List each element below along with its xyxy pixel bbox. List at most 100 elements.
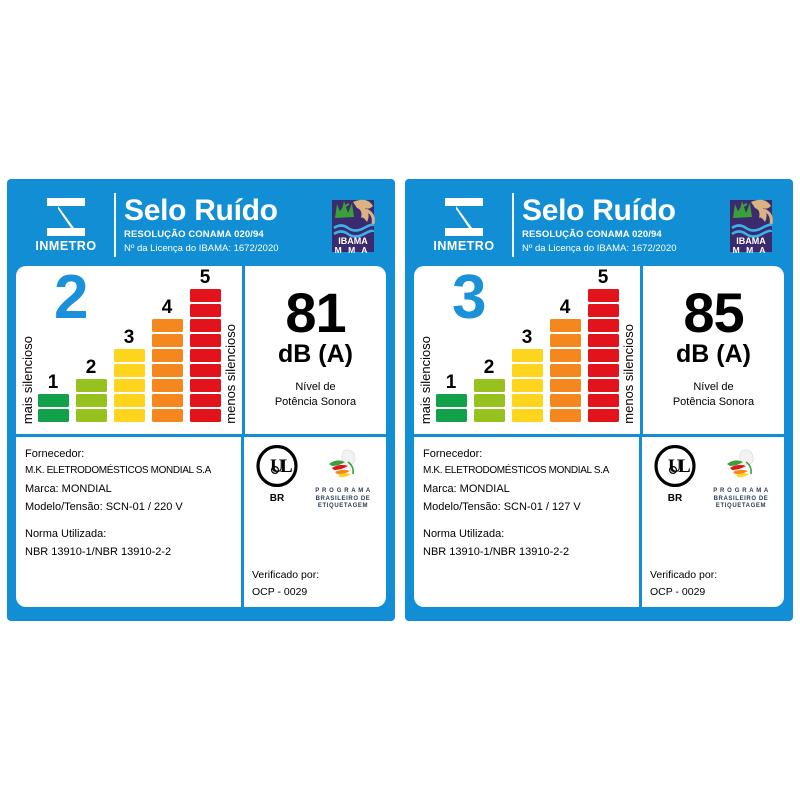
bar-segment — [587, 304, 619, 317]
ibama-mma-icon: IBAMA — [721, 192, 779, 259]
card-vertical-divider — [640, 266, 643, 434]
lower-vertical-divider — [241, 437, 244, 607]
ibama-logo-block: IBAMA M M A — [718, 189, 782, 261]
certification-logos: U L R BR — [252, 444, 380, 511]
supplier-label: Fornecedor: — [25, 448, 85, 460]
bar-segment — [151, 334, 183, 347]
bar-label: 1 — [47, 372, 59, 393]
verified-value: OCP - 0029 — [650, 586, 706, 599]
bar-segment — [473, 409, 505, 422]
svg-text:R: R — [671, 469, 675, 474]
bar-segment — [511, 364, 543, 377]
bar-segment — [587, 289, 619, 302]
ibama-mma-sub: M M A — [732, 245, 768, 255]
noise-scale-chart: 3 mais silencioso 1 2 3 4 5 menos silencioso — [414, 266, 640, 434]
verified-label: Verificado por: — [650, 569, 718, 582]
bar-segment — [549, 319, 581, 332]
bar-item: 2 — [75, 358, 107, 422]
svg-text:IBAMA: IBAMA — [338, 236, 368, 246]
bar-item: 5 — [189, 267, 221, 422]
bar-label: 2 — [483, 357, 495, 378]
inmetro-logo-block: INMETRO — [418, 189, 510, 261]
card-vertical-divider — [242, 266, 245, 434]
db-caption-line1: Nível de — [693, 381, 734, 394]
label-card: 3 mais silencioso 1 2 3 4 5 menos silencioso… — [414, 266, 784, 607]
bar-segment — [189, 334, 221, 347]
header-text-block: Selo Ruído RESOLUÇÃO CONAMA 020/94 Nº da… — [522, 189, 718, 261]
bar-label: 3 — [123, 327, 135, 348]
norm-value: NBR 13910-1/NBR 13910-2-2 — [25, 546, 172, 559]
bar-column — [151, 319, 183, 422]
ibama-logo-block: IBAMA M M A — [320, 189, 384, 261]
header-text-block: Selo Ruído RESOLUÇÃO CONAMA 020/94 Nº da… — [124, 189, 320, 261]
info-spacer — [25, 516, 233, 525]
bar-segment — [151, 349, 183, 362]
header-divider — [114, 193, 116, 257]
bar-segment — [113, 349, 145, 362]
label-card: 2 mais silencioso 1 2 3 4 5 menos silencioso… — [16, 266, 386, 607]
pbe-text: P R O G R A M A BRASILEIRO DE ETIQUETAGE… — [315, 488, 371, 511]
bar-segment — [151, 319, 183, 332]
verified-label: Verificado por: — [252, 569, 320, 582]
bar-segment — [435, 394, 467, 407]
bar-segment — [549, 364, 581, 377]
verified-block: Verificado por: OCP - 0029 — [650, 561, 778, 601]
pbe-shuttlecock-icon — [721, 448, 761, 487]
model-voltage-line: Modelo/Tensão: SCN-01 / 220 V — [25, 500, 183, 513]
noise-scale-chart: 2 mais silencioso 1 2 3 4 5 menos silencioso — [16, 266, 242, 434]
bar-segment — [151, 409, 183, 422]
inmetro-label: INMETRO — [35, 239, 97, 253]
card-upper: 2 mais silencioso 1 2 3 4 5 menos silencioso… — [16, 266, 386, 434]
bar-segment — [511, 349, 543, 362]
ul-mark-block: U L R BR — [652, 444, 698, 504]
model-voltage-line: Modelo/Tensão: SCN-01 / 127 V — [423, 500, 581, 513]
certification-logos: U L R BR — [650, 444, 778, 511]
bar-segment — [75, 394, 107, 407]
bar-label: 5 — [199, 267, 211, 288]
bar-segment — [587, 349, 619, 362]
bar-segment — [189, 289, 221, 302]
bar-label: 5 — [597, 267, 609, 288]
ul-certification-icon: U L R — [654, 444, 696, 492]
ul-mark-block: U L R BR — [254, 444, 300, 504]
brand-line: Marca: MONDIAL — [423, 482, 510, 495]
inmetro-ibeam-icon — [441, 197, 487, 237]
page-title: Selo Ruído — [522, 193, 676, 227]
bar-segment — [189, 379, 221, 392]
db-value: 81 — [285, 280, 346, 344]
bar-segment — [511, 394, 543, 407]
certification-block: U L R BR — [244, 437, 386, 607]
pbe-line3: ETIQUETAGEM — [317, 503, 369, 509]
card-upper: 3 mais silencioso 1 2 3 4 5 menos silencioso… — [414, 266, 784, 434]
card-lower: Fornecedor: M.K. ELETRODOMÉSTICOS MONDIA… — [414, 437, 784, 607]
svg-text:L: L — [280, 456, 293, 477]
bar-group: 1 2 3 4 5 — [35, 266, 223, 424]
axis-label-quieter: mais silencioso — [20, 335, 35, 424]
pbe-line3: ETIQUETAGEM — [715, 503, 767, 509]
bar-segment — [189, 349, 221, 362]
bar-segment — [113, 379, 145, 392]
db-caption-line2: Potência Sonora — [274, 395, 357, 408]
bar-segment — [113, 409, 145, 422]
inmetro-label: INMETRO — [433, 239, 495, 253]
label-header: INMETRO Selo Ruído RESOLUÇÃO CONAMA 020/… — [16, 187, 386, 261]
label-header: INMETRO Selo Ruído RESOLUÇÃO CONAMA 020/… — [414, 187, 784, 261]
pbe-line1: P R O G R A M A — [713, 488, 769, 494]
pbe-line2: BRASILEIRO DE — [315, 495, 371, 502]
bar-segment — [189, 364, 221, 377]
bar-label: 4 — [559, 297, 571, 318]
norm-label: Norma Utilizada: — [25, 527, 107, 540]
bar-column — [113, 349, 145, 422]
bar-segment — [549, 334, 581, 347]
bar-label: 3 — [521, 327, 533, 348]
bar-segment — [189, 394, 221, 407]
card-horizontal-divider — [16, 434, 386, 437]
bar-column — [37, 394, 69, 422]
info-spacer — [423, 516, 631, 525]
bar-item: 1 — [435, 373, 467, 422]
inmetro-ibeam-icon — [43, 197, 89, 237]
supplier-name: M.K. ELETRODOMÉSTICOS MONDIAL S.A — [25, 465, 211, 477]
ibama-mma-icon: IBAMA — [323, 192, 381, 259]
bar-segment — [189, 409, 221, 422]
bar-segment — [473, 394, 505, 407]
